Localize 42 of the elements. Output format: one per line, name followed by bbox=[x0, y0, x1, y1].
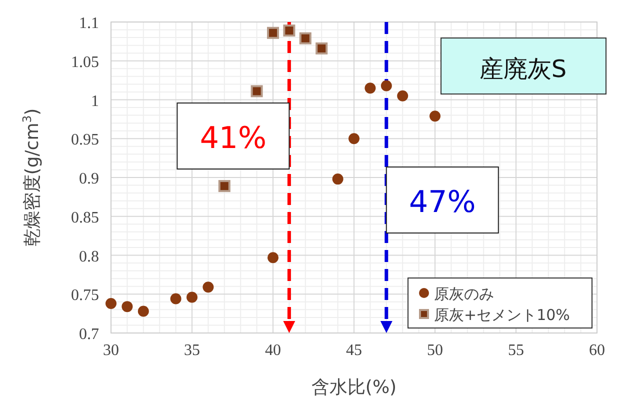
y-tick-label: 1 bbox=[91, 92, 99, 110]
point bbox=[430, 110, 440, 122]
ref-line-label: 41% bbox=[200, 121, 267, 156]
y-tick-label: 0.9 bbox=[79, 170, 99, 188]
y-tick-label: 0.85 bbox=[71, 209, 99, 226]
point bbox=[283, 24, 296, 37]
x-axis-title: 含水比(%) bbox=[311, 377, 397, 398]
point bbox=[186, 292, 198, 303]
point bbox=[202, 282, 214, 293]
point bbox=[332, 174, 344, 185]
point bbox=[380, 80, 392, 92]
point bbox=[316, 42, 328, 54]
point bbox=[138, 306, 149, 317]
ref-line-label: 47% bbox=[409, 185, 476, 220]
y-tick-label: 0.95 bbox=[71, 132, 99, 149]
y-tick-label: 1.1 bbox=[79, 15, 99, 32]
legend-label: 原灰のみ bbox=[434, 285, 494, 303]
annotation: 産廃灰S bbox=[440, 38, 606, 94]
point bbox=[268, 252, 278, 264]
point bbox=[218, 180, 230, 192]
point bbox=[348, 133, 360, 144]
point bbox=[267, 26, 279, 39]
x-tick-label: 55 bbox=[508, 342, 524, 359]
x-tick-label: 40 bbox=[265, 342, 281, 359]
annotation: 産廃灰S bbox=[479, 55, 567, 83]
point bbox=[122, 301, 133, 312]
x-tick-label: 30 bbox=[103, 342, 119, 359]
x-tick-label: 60 bbox=[589, 342, 605, 359]
point bbox=[106, 298, 116, 309]
point bbox=[364, 82, 376, 94]
point bbox=[170, 293, 182, 304]
x-tick-label: 50 bbox=[427, 342, 443, 359]
y-tick-label: 0.75 bbox=[71, 287, 99, 304]
x-tick-label: 45 bbox=[346, 342, 362, 359]
point bbox=[299, 32, 312, 44]
y-tick-label: 1.05 bbox=[71, 54, 99, 71]
point bbox=[250, 85, 263, 98]
x-tick-label: 35 bbox=[184, 342, 200, 359]
legend-label: 原灰+セメント10% bbox=[434, 306, 570, 324]
y-tick-label: 0.8 bbox=[79, 248, 99, 266]
point bbox=[397, 90, 408, 102]
y-tick-label: 0.7 bbox=[79, 326, 99, 343]
